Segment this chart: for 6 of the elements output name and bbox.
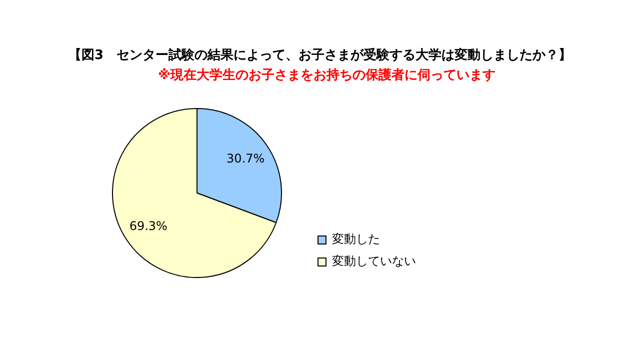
legend-label: 変動した (332, 232, 380, 246)
data-label: 30.7% (226, 151, 265, 166)
chart-subtitle: ※現在大学生のお子さまをお持ちの保護者に伺っています (158, 67, 496, 84)
chart-title: 【図3 センター試験の結果によって、お子さまが受験する大学は変動しましたか？】 (67, 46, 573, 64)
legend-label: 変動していない (332, 254, 416, 268)
data-label: 69.3% (129, 218, 168, 233)
